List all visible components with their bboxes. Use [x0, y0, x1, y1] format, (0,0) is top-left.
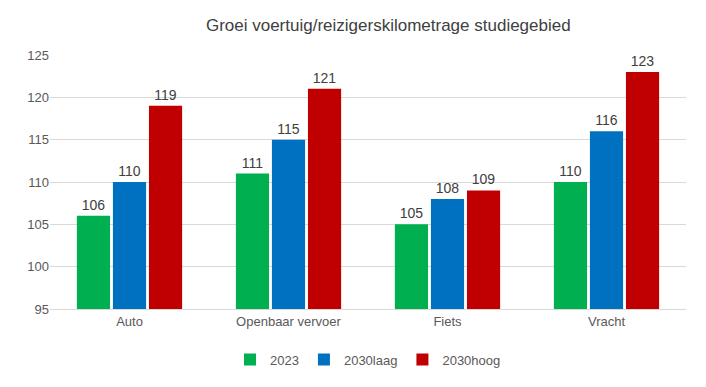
- svg-text:120: 120: [27, 90, 49, 105]
- svg-text:Vracht: Vracht: [588, 314, 625, 329]
- svg-text:109: 109: [472, 171, 496, 187]
- svg-text:108: 108: [436, 180, 460, 196]
- svg-text:2030hoog: 2030hoog: [442, 353, 500, 368]
- svg-text:116: 116: [595, 112, 618, 128]
- svg-text:105: 105: [27, 217, 49, 232]
- svg-text:2023: 2023: [270, 353, 299, 368]
- svg-text:105: 105: [400, 205, 424, 221]
- svg-text:106: 106: [82, 197, 106, 213]
- svg-text:115: 115: [277, 121, 300, 137]
- svg-text:Fiets: Fiets: [433, 314, 462, 329]
- svg-text:100: 100: [27, 259, 49, 274]
- svg-text:Groei voertuig/reizigerskilome: Groei voertuig/reizigerskilometrage stud…: [206, 16, 571, 35]
- svg-text:121: 121: [313, 70, 337, 86]
- svg-text:119: 119: [154, 87, 177, 103]
- svg-text:111: 111: [242, 155, 263, 171]
- svg-text:2030laag: 2030laag: [344, 353, 398, 368]
- svg-text:95: 95: [35, 302, 49, 317]
- svg-text:125: 125: [27, 48, 49, 63]
- svg-text:115: 115: [28, 132, 49, 147]
- svg-text:123: 123: [631, 55, 655, 69]
- svg-text:110: 110: [28, 175, 49, 190]
- svg-text:Openbaar vervoer: Openbaar vervoer: [236, 314, 341, 329]
- svg-text:110: 110: [559, 163, 582, 179]
- svg-text:110: 110: [118, 163, 141, 179]
- svg-text:Auto: Auto: [116, 314, 143, 329]
